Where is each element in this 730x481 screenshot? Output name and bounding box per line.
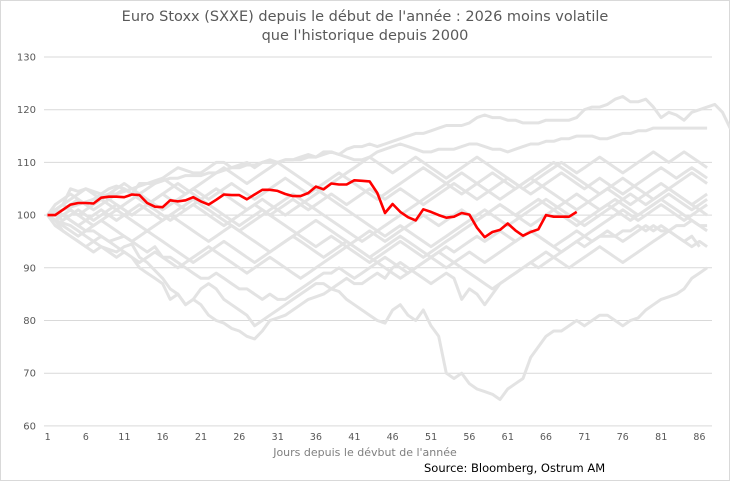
- y-tick-label: 100: [17, 211, 36, 222]
- x-tick-label: 41: [348, 432, 360, 443]
- historical-series: [46, 95, 730, 401]
- chart-title-line-2: que l'historique depuis 2000: [261, 28, 469, 44]
- historical-line: [46, 171, 708, 243]
- y-tick-label: 130: [17, 53, 36, 64]
- x-tick-label: 76: [617, 432, 629, 443]
- x-tick-label: 71: [578, 432, 590, 443]
- current-year-line: [47, 179, 578, 239]
- source-note: Source: Bloomberg, Ostrum AM: [424, 461, 606, 475]
- x-tick-label: 51: [425, 432, 437, 443]
- y-tick-label: 70: [23, 369, 36, 380]
- x-axis-ticks: 1 6 11 16 21 26 31 36 41 46 51 56 61 66 71 76 81 86: [44, 432, 705, 443]
- historical-line: [46, 203, 708, 270]
- y-gridlines: [44, 56, 712, 427]
- x-tick-label: 16: [157, 432, 169, 443]
- historical-line: [46, 213, 708, 291]
- historical-line: [46, 213, 708, 401]
- historical-line: [46, 192, 708, 280]
- x-tick-label: 26: [233, 432, 245, 443]
- current-year-series: [47, 179, 578, 239]
- x-tick-label: 46: [387, 432, 399, 443]
- y-tick-label: 90: [23, 263, 36, 274]
- historical-line: [46, 182, 708, 264]
- y-tick-label: 110: [17, 158, 36, 169]
- x-tick-label: 36: [310, 432, 322, 443]
- historical-line: [46, 208, 701, 301]
- historical-line: [47, 166, 708, 228]
- x-tick-label: 81: [655, 432, 667, 443]
- y-tick-label: 120: [17, 105, 36, 116]
- y-tick-label: 60: [23, 421, 36, 432]
- x-tick-label: 21: [195, 432, 207, 443]
- x-tick-label: 56: [463, 432, 475, 443]
- y-tick-label: 80: [23, 316, 36, 327]
- x-tick-label: 31: [272, 432, 284, 443]
- x-tick-label: 11: [118, 432, 130, 443]
- x-tick-label: 1: [44, 432, 50, 443]
- x-tick-label: 61: [502, 432, 514, 443]
- x-tick-label: 6: [83, 432, 89, 443]
- x-axis-label: Jours depuis le dévbut de l'année: [273, 446, 457, 459]
- y-axis-ticks: 60 70 80 90 100 110 120 130: [17, 53, 36, 433]
- x-tick-label: 66: [540, 432, 552, 443]
- x-tick-label: 86: [693, 432, 705, 443]
- chart-title-line-1: Euro Stoxx (SXXE) depuis le début de l'a…: [121, 9, 609, 25]
